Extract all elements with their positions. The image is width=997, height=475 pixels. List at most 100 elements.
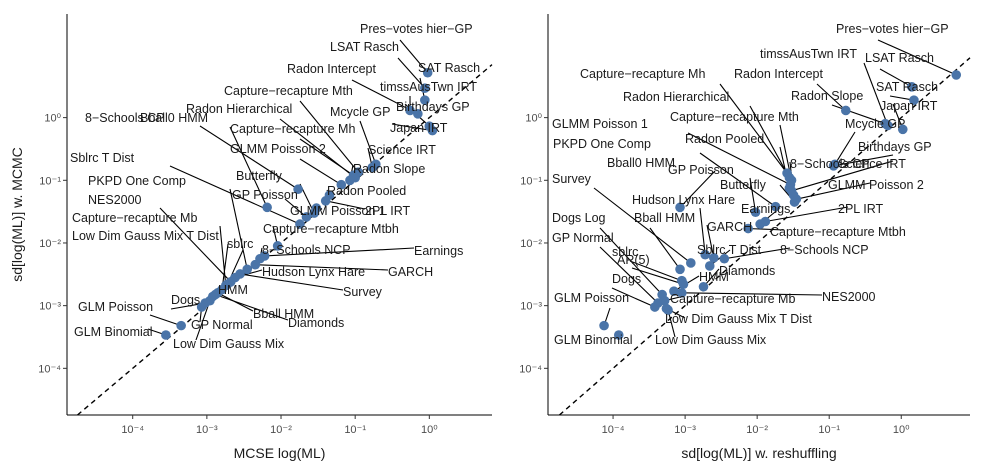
data-point [301,212,312,222]
label-leader-line [397,57,426,89]
y-tick-label: 10⁰ [44,113,61,125]
point-label: Low Dim Gauss Mix T Dist [665,312,812,326]
label-leader-line [593,187,692,264]
point-label: Earnings [414,244,463,258]
data-point [789,197,800,207]
point-label: AR(5) [617,253,650,267]
point-label: Dogs [171,293,200,307]
point-label: NES2000 [822,290,876,304]
data-point [320,196,331,206]
right-panel: 10⁻⁴ 10⁻³ 10⁻² 10⁻¹ 10⁰ 10⁻⁴ 10⁻³ 10⁻² 10⁻¹ 10⁰ sd… [519,14,971,461]
point-label: Capture−recapture Mth [224,84,353,98]
y-tick-label: 10⁻³ [520,301,542,313]
point-label: Capture−recapture Mb [670,292,795,306]
data-point [422,67,433,78]
label-leader-line [748,227,785,231]
data-point [743,223,753,234]
x-axis-title: sd[log(ML)] w. reshuffling [681,445,836,461]
data-point [250,259,261,270]
point-label: GARCH [388,265,433,279]
data-point [678,279,689,289]
label-leader-line [219,225,227,286]
label-leader-line [834,131,856,165]
point-label: Birthdays GP [858,140,932,154]
label-leader-line [599,246,659,304]
label-leader-line [264,247,415,257]
data-point [262,202,272,213]
point-label: Diamonds [288,316,344,330]
label-leader-line [719,83,788,174]
point-label: Bball HMM [253,307,314,321]
point-label: Radon Intercept [287,62,376,76]
label-leader-line [359,120,377,165]
data-point [700,249,710,260]
point-label: Radon Hierarchical [186,102,292,116]
x-tick-label: 10⁻³ [196,424,218,436]
point-label: GP Normal [191,318,253,332]
x-tick-label: 10⁻² [270,424,292,436]
data-point [367,162,378,173]
point-label: Japan IRT [880,99,938,113]
y-tick-label: 10⁻¹ [39,175,61,187]
point-label: Hudson Lynx Hare [262,265,365,279]
point-label: SAT Rasch [418,61,480,75]
point-label: Low Dim Gauss Mix [655,333,767,347]
data-point [708,252,719,263]
point-label: 2PL IRT [838,202,884,216]
point-label: GP Poisson [668,163,734,177]
y-tick-label: 10⁻² [520,238,542,250]
data-point [897,124,908,135]
point-label: GLM Poisson [78,300,153,314]
label-leader-line [299,100,359,173]
label-leader-line [255,264,389,271]
point-label: PKPD One Comp [553,137,651,151]
y-tick-label: 10⁻² [39,238,61,250]
x-tick-label: 10⁻¹ [818,424,840,436]
label-leader-line [791,160,894,192]
label-leader-line [399,39,429,74]
x-tick-label: 10⁻⁴ [121,424,144,436]
point-label: Survey [552,172,592,186]
label-leader-line [699,152,776,208]
point-label: LSAT Rasch [865,51,934,65]
point-label: Radon Intercept [734,67,823,81]
point-label: Low Dim Gauss Mix T Dist [72,229,219,243]
label-leader-line [679,170,716,208]
data-point [295,219,305,229]
point-label: timssAusTwn IRT [380,80,477,94]
point-label: LSAT Rasch [330,40,399,54]
y-tick-label: 10⁻⁴ [38,363,61,375]
left-panel: 10⁻⁴ 10⁻³ 10⁻² 10⁻¹ 10⁰ 10⁻⁴ 10⁻³ 10⁻² 10⁻¹ 10⁰ MC… [9,14,493,461]
label-leader-line [706,224,715,258]
label-leader-line [833,154,894,167]
point-label: Birthdays GP [396,100,470,114]
label-leader-line [599,227,663,295]
point-label: Radon Pooled [327,184,406,198]
data-point [677,288,687,298]
label-leader-line [391,123,433,132]
point-label: Low Dim Gauss Mix [173,337,285,351]
data-point [196,302,207,312]
y-tick-label: 10⁻³ [39,301,61,313]
data-point [613,330,624,340]
label-leader-line [159,207,232,283]
y-tick-label: 10⁰ [525,113,542,125]
label-leader-line [611,287,656,308]
data-point [686,258,696,268]
point-label: Butterfly [236,169,283,183]
label-leader-line [229,126,268,208]
point-label: Capture−recapture Mtbh [770,225,906,239]
point-label: 8−Schools NCP [262,243,351,257]
data-point [906,82,917,92]
point-label: timssAusTwn IRT [760,47,857,61]
data-point [770,201,781,212]
point-label: 8−Schools CP [85,111,165,125]
data-point [909,95,919,105]
label-leader-line [749,177,757,213]
data-point [161,330,171,340]
label-leader-line [215,294,289,321]
point-label: Radon Pooled [685,132,764,146]
label-leader-line [229,188,248,270]
data-point [242,264,253,275]
